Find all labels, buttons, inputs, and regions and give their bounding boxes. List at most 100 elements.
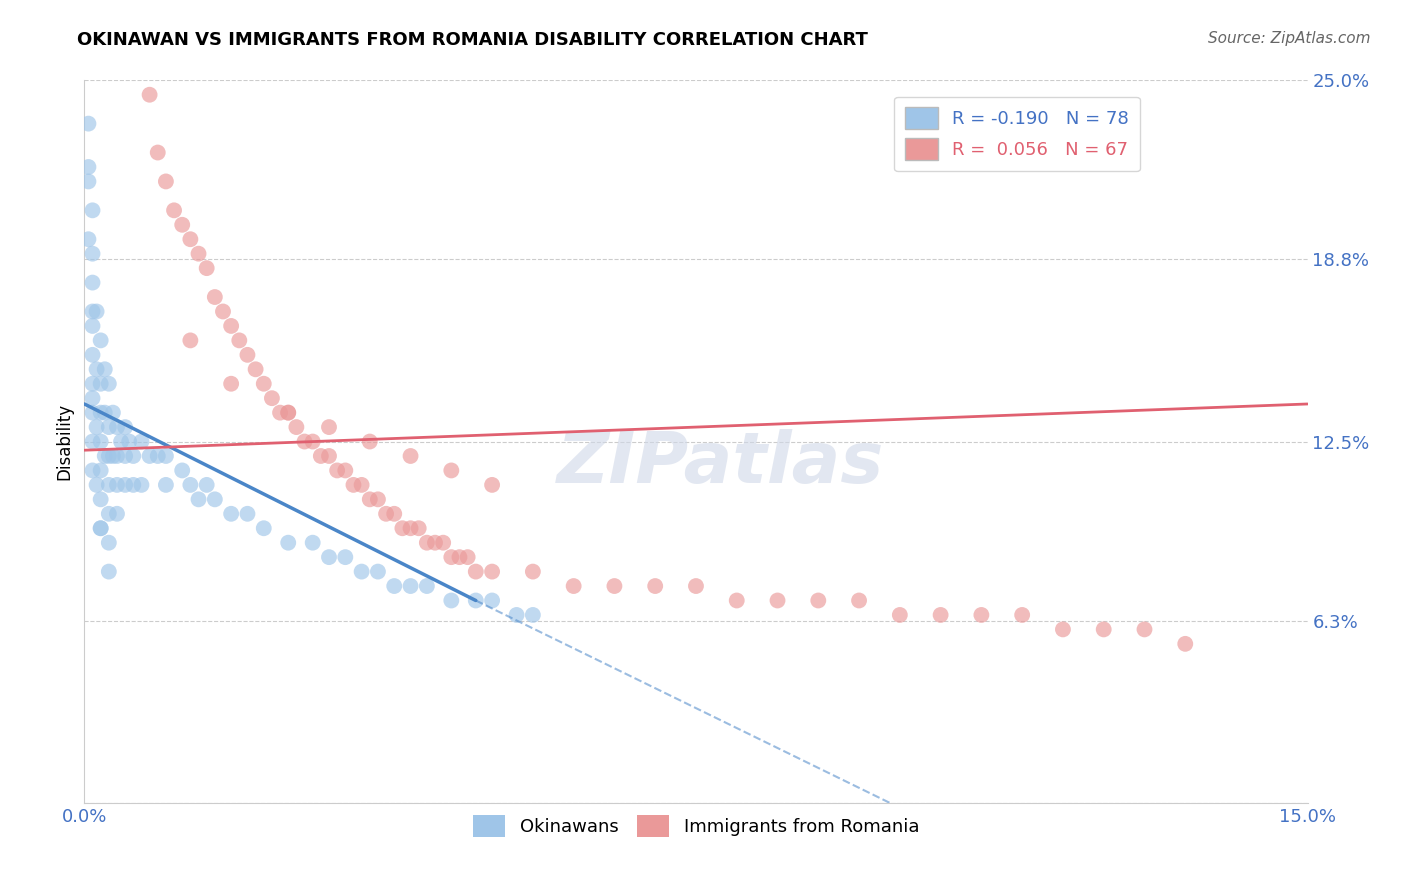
Point (97, 420, 120, 434)
Point (219, 507, 242, 521)
Y-axis label: Disability: Disability (55, 403, 73, 480)
Point (86, 420, 108, 434)
Point (122, 478, 145, 492)
Point (195, 261, 218, 276)
Point (77, 174, 100, 188)
Point (335, 550, 357, 565)
Point (77, 160, 100, 174)
Point (90, 406, 112, 420)
Point (309, 449, 332, 463)
Point (114, 478, 136, 492)
Point (644, 579, 666, 593)
Point (807, 593, 830, 607)
Point (725, 593, 748, 607)
Point (105, 478, 128, 492)
Point (97, 535, 120, 549)
Point (481, 565, 503, 579)
Point (301, 434, 323, 449)
Point (90, 521, 112, 535)
Point (481, 593, 503, 607)
Point (97, 507, 120, 521)
Point (90, 521, 112, 535)
Point (146, 145, 169, 160)
Point (440, 593, 463, 607)
Point (86, 478, 108, 492)
Point (86, 304, 108, 318)
Point (212, 304, 235, 318)
Point (138, 449, 160, 463)
Point (97, 376, 120, 391)
Point (179, 232, 201, 246)
Point (155, 174, 177, 188)
Point (848, 593, 870, 607)
Point (1092, 623, 1115, 637)
Point (82, 246, 104, 260)
Point (204, 492, 226, 507)
Point (481, 478, 503, 492)
Point (172, 463, 194, 477)
Point (359, 434, 381, 449)
Point (90, 376, 112, 391)
Point (318, 420, 340, 434)
Point (464, 593, 486, 607)
Point (457, 550, 479, 565)
Point (505, 607, 527, 622)
Point (1133, 623, 1156, 637)
Point (138, 87, 160, 102)
Point (82, 348, 104, 362)
Point (440, 550, 463, 565)
Point (93, 406, 115, 420)
Point (105, 420, 128, 434)
Point (195, 478, 218, 492)
Point (118, 434, 141, 449)
Point (101, 449, 124, 463)
Point (318, 449, 340, 463)
Text: ZIPatlas: ZIPatlas (557, 429, 884, 498)
Point (90, 492, 112, 507)
Point (82, 276, 104, 290)
Point (187, 492, 209, 507)
Point (449, 550, 471, 565)
Point (82, 434, 104, 449)
Point (179, 334, 201, 348)
Point (464, 565, 486, 579)
Point (97, 565, 120, 579)
Point (432, 535, 454, 549)
Point (929, 607, 952, 622)
Point (82, 203, 104, 218)
Point (131, 434, 153, 449)
Point (889, 607, 911, 622)
Point (101, 406, 124, 420)
Text: Source: ZipAtlas.com: Source: ZipAtlas.com (1208, 31, 1371, 46)
Point (285, 420, 308, 434)
Point (86, 362, 108, 376)
Point (97, 478, 120, 492)
Point (408, 521, 430, 535)
Point (399, 521, 422, 535)
Point (1174, 637, 1197, 651)
Point (382, 507, 405, 521)
Point (382, 579, 405, 593)
Point (114, 420, 136, 434)
Point (82, 463, 104, 477)
Point (122, 449, 145, 463)
Point (105, 449, 128, 463)
Point (766, 593, 789, 607)
Point (82, 318, 104, 333)
Point (318, 550, 340, 565)
Point (236, 348, 259, 362)
Point (204, 290, 226, 304)
Point (326, 463, 349, 477)
Text: OKINAWAN VS IMMIGRANTS FROM ROMANIA DISABILITY CORRELATION CHART: OKINAWAN VS IMMIGRANTS FROM ROMANIA DISA… (77, 31, 869, 49)
Point (562, 579, 585, 593)
Point (179, 478, 201, 492)
Point (277, 535, 299, 549)
Point (350, 478, 373, 492)
Point (970, 607, 993, 622)
Point (685, 579, 707, 593)
Point (253, 521, 276, 535)
Point (399, 449, 422, 463)
Point (260, 391, 283, 405)
Point (391, 521, 413, 535)
Point (375, 507, 398, 521)
